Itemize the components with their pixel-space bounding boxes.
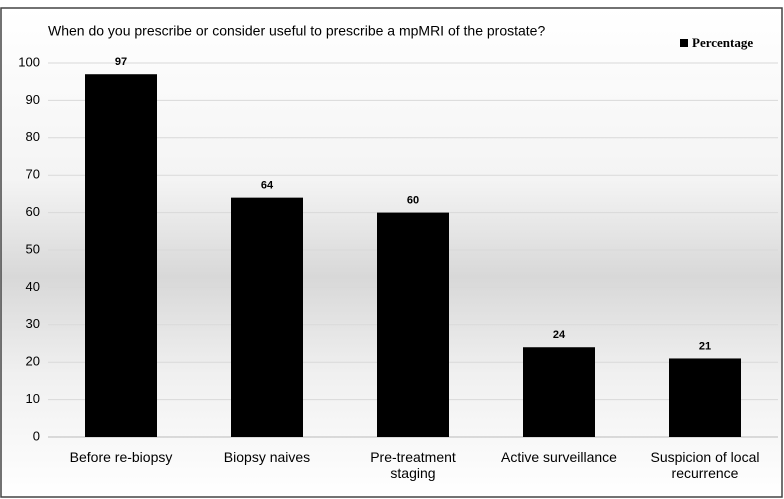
y-tick-label: 40: [26, 279, 40, 294]
x-tick-label: Active surveillance: [501, 449, 617, 465]
bar: [377, 212, 449, 437]
y-tick-label: 70: [26, 167, 40, 182]
y-tick-label: 10: [26, 391, 40, 406]
legend-label: Percentage: [692, 35, 753, 50]
y-tick-label: 50: [26, 241, 40, 256]
x-tick-label: Pre-treatment staging: [370, 449, 456, 481]
data-label: 64: [261, 180, 274, 192]
data-label: 21: [699, 340, 711, 352]
x-tick-label: Biopsy naives: [223, 449, 311, 465]
data-label: 60: [407, 195, 419, 207]
chart-title: When do you prescribe or consider useful…: [48, 23, 545, 39]
bar: [85, 74, 157, 437]
bar: [231, 197, 303, 437]
x-tick-label: Before re-biopsy: [69, 449, 173, 465]
legend-swatch: [680, 39, 688, 47]
data-label: 97: [115, 56, 127, 68]
y-tick-label: 60: [26, 204, 40, 219]
y-tick-label: 90: [26, 92, 40, 107]
y-tick-label: 30: [26, 316, 40, 331]
bar: [669, 358, 741, 437]
y-tick-label: 0: [33, 428, 40, 443]
y-tick-label: 100: [18, 54, 40, 69]
data-label: 24: [553, 329, 566, 341]
bar: [523, 347, 595, 437]
y-tick-label: 80: [26, 129, 40, 144]
x-tick-label: Suspicion of local recurrence: [650, 449, 760, 481]
y-tick-label: 20: [26, 354, 40, 369]
